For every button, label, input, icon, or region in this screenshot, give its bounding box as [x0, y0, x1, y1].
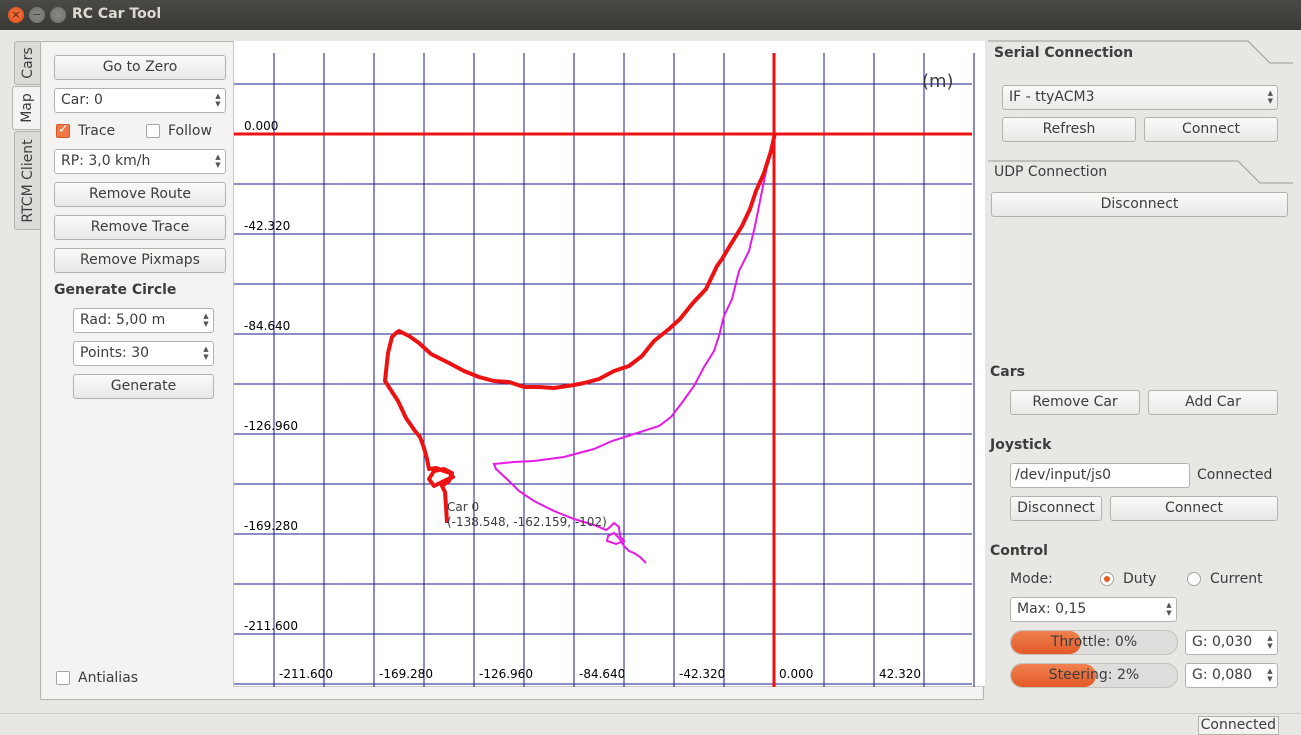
- y-tick-label: -84.640: [244, 319, 290, 333]
- tab-rtcm-client[interactable]: RTCM Client: [14, 131, 40, 230]
- udp-disconnect-button[interactable]: Disconnect: [991, 192, 1288, 217]
- map-canvas: 0.000 -42.320 -84.640 -126.960 -169.280 -211.…: [234, 53, 975, 687]
- steering-gain-value: G: 0,080: [1192, 667, 1253, 683]
- spin-arrows-icon: ▲ ▼: [1267, 667, 1273, 683]
- tab-rtcm-client-label: RTCM Client: [19, 138, 36, 223]
- car-marker-label: Car 0: [447, 500, 480, 514]
- throttle-bar: Throttle: 0%: [1010, 630, 1178, 655]
- map-labels: 0.000 -42.320 -84.640 -126.960 -169.280 -211.…: [244, 119, 921, 681]
- remove-trace-button[interactable]: Remove Trace: [54, 215, 226, 240]
- x-tick-label: -84.640: [579, 667, 625, 681]
- joystick-disconnect-button[interactable]: Disconnect: [1010, 496, 1102, 521]
- serial-tab-frame: [988, 40, 1293, 64]
- close-window-button[interactable]: ×: [8, 7, 24, 23]
- control-title: Control: [990, 543, 1048, 559]
- remove-route-button[interactable]: Remove Route: [54, 182, 226, 207]
- throttle-gain-value: G: 0,030: [1192, 634, 1253, 650]
- joystick-status: Connected: [1197, 467, 1273, 483]
- antialias-checkbox[interactable]: [56, 671, 70, 685]
- serial-connect-button[interactable]: Connect: [1144, 117, 1278, 142]
- current-label: Current: [1210, 571, 1263, 587]
- add-car-button[interactable]: Add Car: [1148, 390, 1278, 415]
- current-radio[interactable]: [1187, 572, 1201, 586]
- status-connection: Connected: [1197, 716, 1279, 735]
- tab-cars[interactable]: Cars: [14, 41, 40, 85]
- joystick-connect-button[interactable]: Connect: [1110, 496, 1278, 521]
- x-tick-label: 0.000: [779, 667, 813, 681]
- throttle-bar-fill: [1011, 631, 1081, 654]
- remove-car-button[interactable]: Remove Car: [1010, 390, 1140, 415]
- map-grid: [234, 53, 975, 687]
- steering-gain-spinbox[interactable]: G: 0,080 ▲ ▼: [1185, 663, 1278, 688]
- map-view[interactable]: 0.000 -42.320 -84.640 -126.960 -169.280 -211.…: [233, 41, 985, 687]
- cars-title: Cars: [990, 364, 1025, 380]
- spin-arrows-icon: ▲ ▼: [203, 345, 209, 361]
- y-tick-label: -169.280: [244, 519, 298, 533]
- refresh-button[interactable]: Refresh: [1002, 117, 1136, 142]
- y-tick-label: -211.600: [244, 619, 298, 633]
- radius-spinbox-value: Rad: 5,00 m: [80, 312, 166, 328]
- rp-spinbox-value: RP: 3,0 km/h: [61, 153, 151, 169]
- throttle-gain-spinbox[interactable]: G: 0,030 ▲ ▼: [1185, 630, 1278, 655]
- serial-port-value: IF - ttyACM3: [1009, 89, 1095, 105]
- joystick-device-input[interactable]: /dev/input/js0: [1010, 463, 1190, 488]
- x-tick-label: -42.320: [679, 667, 725, 681]
- x-tick-label: -169.280: [379, 667, 433, 681]
- generate-circle-title: Generate Circle: [54, 282, 177, 298]
- car-spinbox[interactable]: Car: 0 ▲ ▼: [54, 88, 226, 113]
- points-spinbox[interactable]: Points: 30 ▲ ▼: [73, 341, 214, 366]
- car-marker-coords: (-138.548, -162.159, -102): [447, 515, 607, 529]
- steering-bar-text: Steering: 2%: [1048, 667, 1140, 683]
- rp-spinbox[interactable]: RP: 3,0 km/h ▲ ▼: [54, 149, 226, 174]
- max-spinbox-value: Max: 0,15: [1017, 601, 1087, 617]
- tab-map[interactable]: Map: [12, 86, 40, 130]
- serial-port-select[interactable]: IF - ttyACM3 ▲ ▼: [1002, 85, 1278, 110]
- follow-label: Follow: [168, 123, 212, 139]
- duty-radio[interactable]: [1100, 572, 1114, 586]
- mode-label: Mode:: [1010, 571, 1053, 587]
- remove-pixmaps-button[interactable]: Remove Pixmaps: [54, 248, 226, 273]
- spin-arrows-icon: ▲ ▼: [215, 92, 221, 108]
- spin-arrows-icon: ▲ ▼: [203, 312, 209, 328]
- steering-bar: Steering: 2%: [1010, 663, 1178, 688]
- chevron-updown-icon: ▲ ▼: [1267, 89, 1273, 105]
- serial-connection-title: Serial Connection: [994, 45, 1134, 61]
- y-tick-label: -126.960: [244, 419, 298, 433]
- udp-connection-title: UDP Connection: [994, 164, 1108, 180]
- throttle-bar-text: Throttle: 0%: [1050, 634, 1138, 650]
- generate-button[interactable]: Generate: [73, 374, 214, 399]
- x-tick-label: -211.600: [279, 667, 333, 681]
- max-spinbox[interactable]: Max: 0,15 ▲ ▼: [1010, 597, 1177, 622]
- steering-bar-fill: [1011, 664, 1096, 687]
- duty-label: Duty: [1123, 571, 1157, 587]
- tab-map-label: Map: [18, 93, 35, 123]
- map-axes: [234, 53, 972, 687]
- antialias-label: Antialias: [78, 670, 139, 686]
- unit-label: (m): [922, 71, 954, 92]
- x-tick-label: 42.320: [879, 667, 921, 681]
- spin-arrows-icon: ▲ ▼: [1166, 601, 1172, 617]
- window-title: RC Car Tool: [72, 6, 162, 22]
- minimize-window-button[interactable]: −: [29, 7, 45, 23]
- x-tick-label: -126.960: [479, 667, 533, 681]
- title-bar: × − RC Car Tool: [0, 0, 1301, 30]
- spin-arrows-icon: ▲ ▼: [215, 153, 221, 169]
- trace-label: Trace: [78, 123, 116, 139]
- status-bar: Connected: [0, 713, 1301, 735]
- route-path: [492, 132, 776, 564]
- follow-checkbox[interactable]: [146, 124, 160, 138]
- y-tick-label: -42.320: [244, 219, 290, 233]
- joystick-title: Joystick: [990, 437, 1052, 453]
- udp-tab-frame: [988, 160, 1293, 184]
- radius-spinbox[interactable]: Rad: 5,00 m ▲ ▼: [73, 308, 214, 333]
- maximize-window-button[interactable]: [50, 7, 66, 23]
- y-tick-label: 0.000: [244, 119, 278, 133]
- tab-cars-label: Cars: [19, 47, 36, 79]
- go-to-zero-button[interactable]: Go to Zero: [54, 55, 226, 80]
- trace-checkbox[interactable]: [56, 122, 70, 138]
- car-spinbox-value: Car: 0: [61, 92, 103, 108]
- spin-arrows-icon: ▲ ▼: [1267, 634, 1273, 650]
- trace-path: [383, 132, 777, 524]
- points-spinbox-value: Points: 30: [80, 345, 150, 361]
